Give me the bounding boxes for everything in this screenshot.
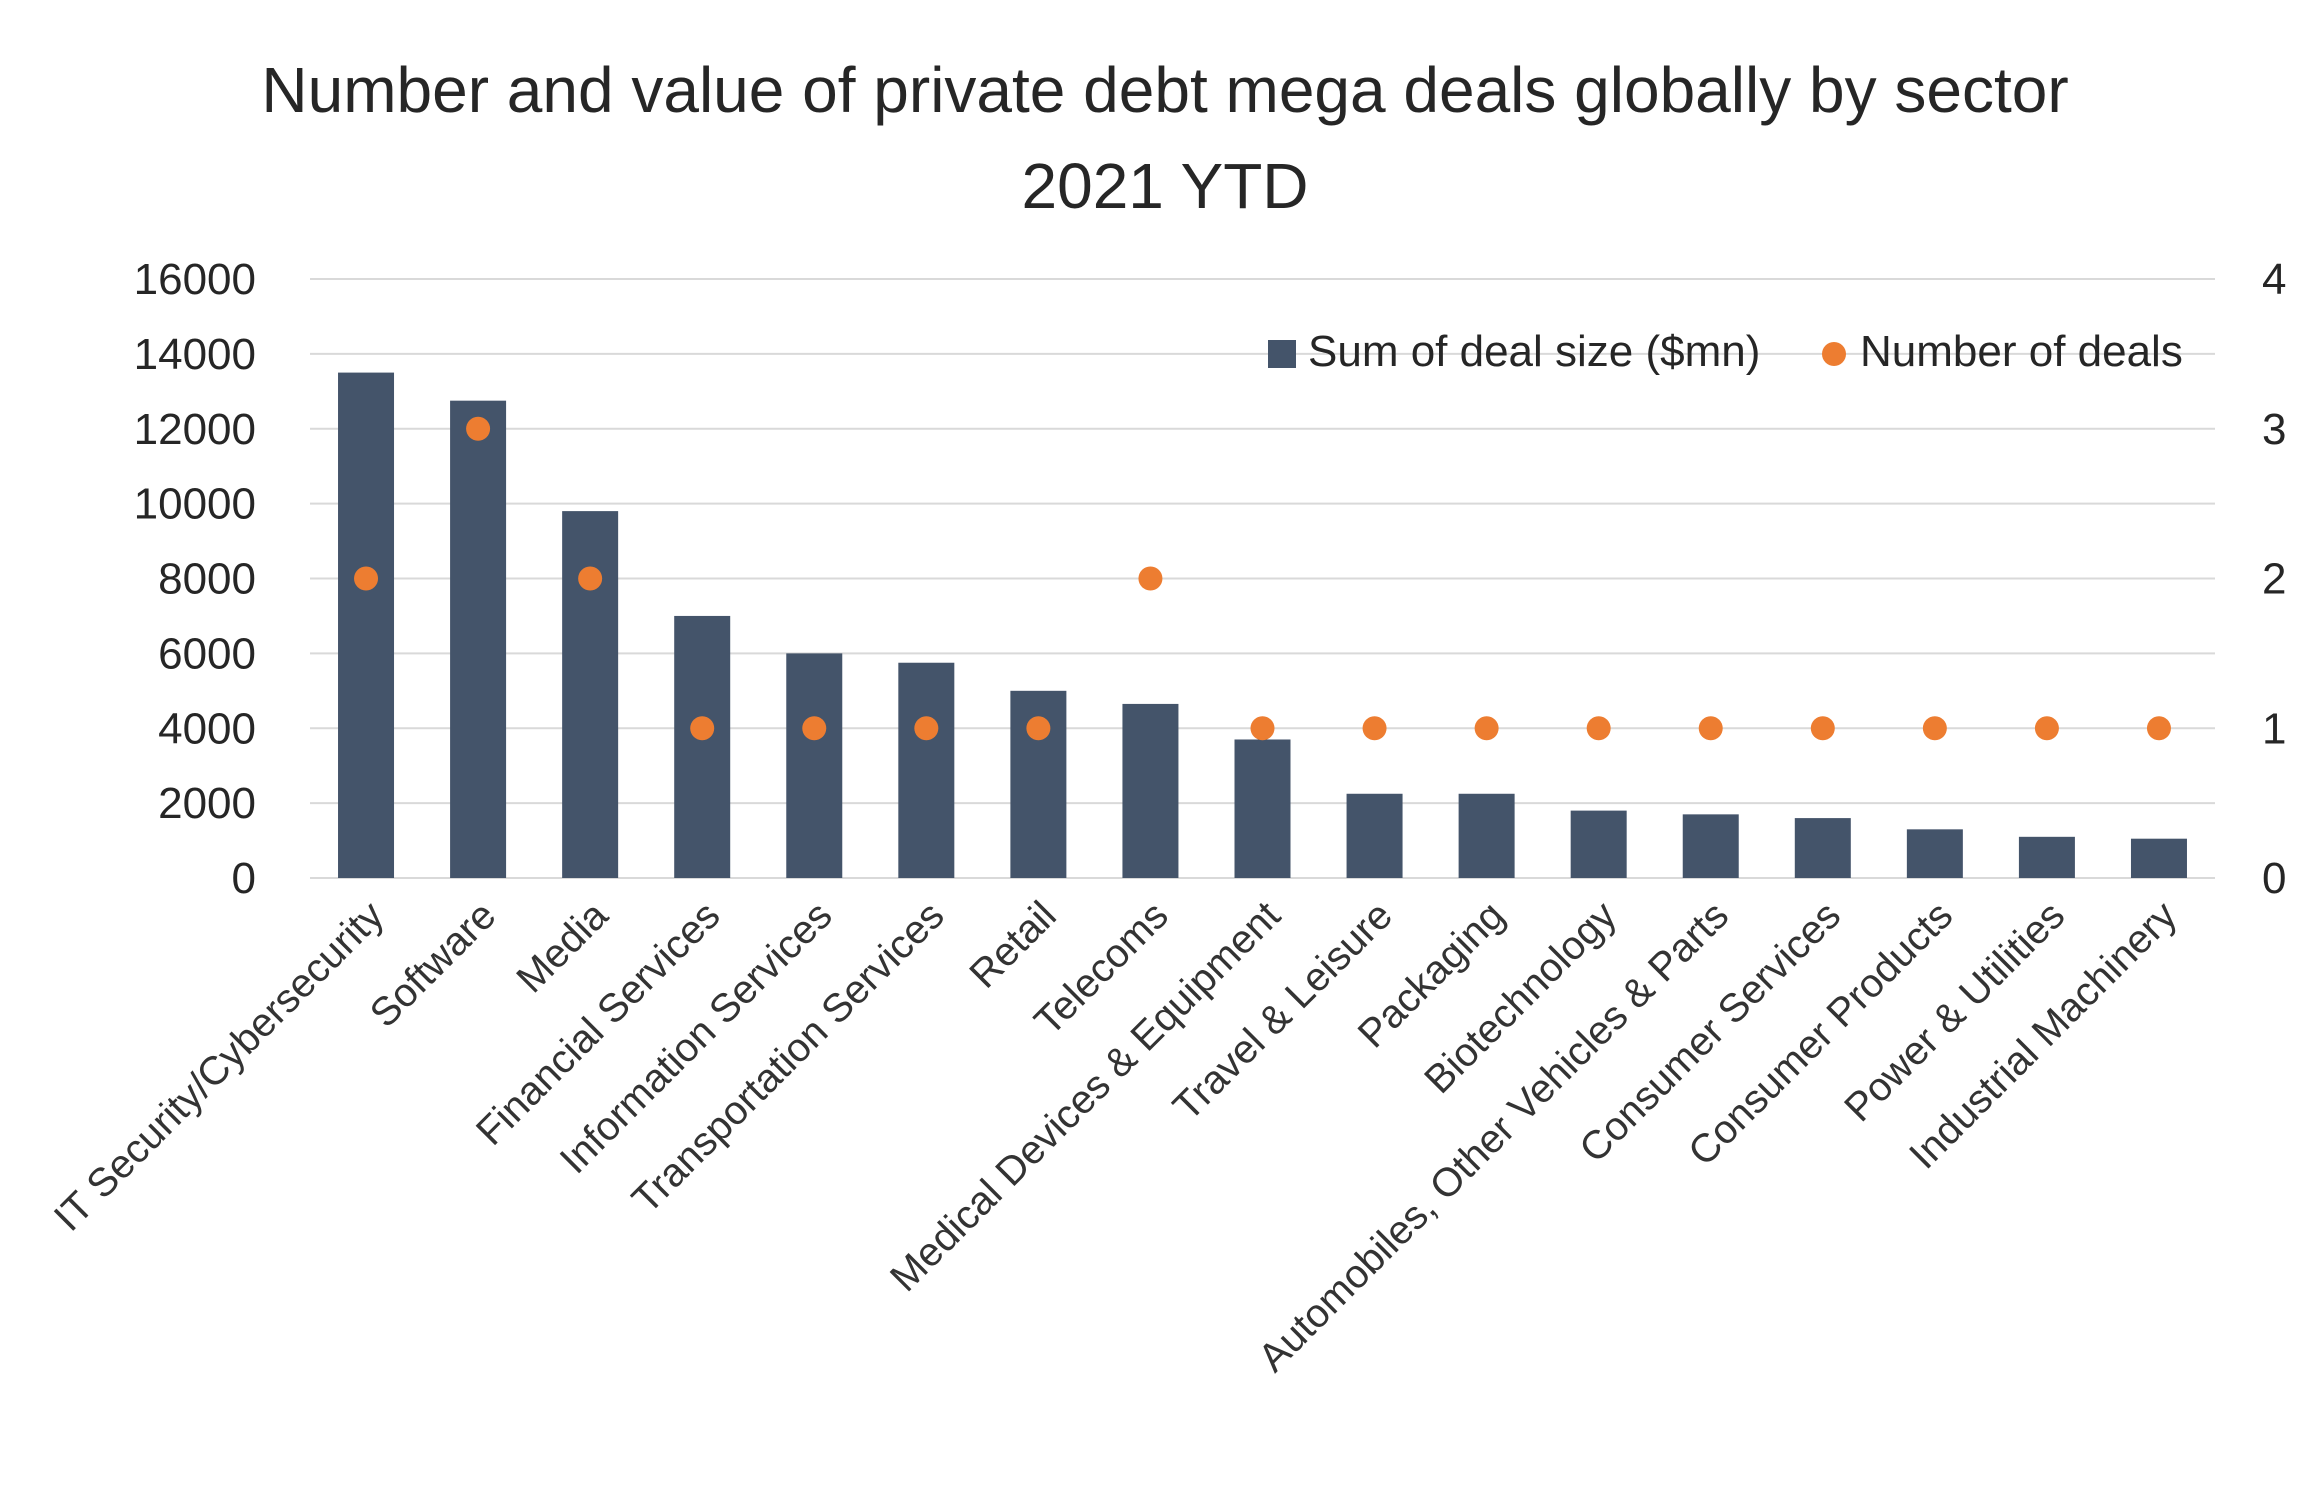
x-tick-label: Retail	[961, 893, 1064, 996]
point-number-of-deals	[690, 716, 715, 741]
point-number-of-deals	[2034, 716, 2059, 741]
legend-swatch-deal-size	[1268, 340, 1296, 368]
y-tick-left: 12000	[134, 405, 256, 454]
y-tick-right: 4	[2262, 255, 2286, 304]
y-tick-left: 6000	[158, 629, 256, 678]
legend: Sum of deal size ($mn) Number of deals	[1268, 327, 2183, 376]
y-tick-right: 2	[2262, 555, 2286, 604]
y-tick-left: 16000	[134, 255, 256, 304]
y-axis-right: 0 1 2 3 4	[2262, 255, 2286, 903]
bar-deal-size	[1458, 793, 1515, 878]
bar-series	[338, 372, 2187, 878]
bar-deal-size	[562, 511, 619, 878]
chart-subtitle: 2021 YTD	[1022, 150, 1309, 222]
bar-deal-size	[1906, 829, 1963, 878]
y-tick-left: 8000	[158, 555, 256, 604]
y-tick-left: 2000	[158, 779, 256, 828]
gridlines	[310, 278, 2215, 879]
point-number-of-deals	[1810, 716, 1835, 741]
y-tick-left: 4000	[158, 704, 256, 753]
y-tick-left: 14000	[134, 330, 256, 379]
point-number-of-deals	[2146, 716, 2171, 741]
y-tick-left: 0	[232, 854, 256, 903]
point-number-of-deals	[1138, 566, 1163, 591]
bar-deal-size	[1122, 703, 1179, 878]
x-tick-label: Software	[362, 893, 505, 1036]
point-number-of-deals	[1698, 716, 1723, 741]
x-tick-label: Media	[508, 893, 617, 1002]
bar-deal-size	[674, 615, 731, 878]
legend-label-number-of-deals: Number of deals	[1860, 327, 2183, 376]
y-axis-left: 0 2000 4000 6000 8000 10000 12000 14000 16000	[134, 255, 256, 903]
bar-deal-size	[338, 372, 395, 878]
legend-swatch-number-of-deals	[1822, 342, 1846, 366]
x-tick-label: Biotechnology	[1416, 893, 1625, 1102]
point-number-of-deals	[578, 566, 603, 591]
x-tick-label: IT Security/Cybersecurity	[46, 893, 393, 1240]
point-number-of-deals	[466, 416, 491, 441]
bar-deal-size	[1682, 814, 1739, 878]
chart-title: Number and value of private debt mega de…	[261, 54, 2068, 126]
bar-deal-size	[450, 400, 507, 878]
y-tick-right: 3	[2262, 405, 2286, 454]
y-tick-right: 1	[2262, 704, 2286, 753]
point-number-of-deals	[1026, 716, 1051, 741]
bar-deal-size	[898, 662, 955, 878]
y-tick-left: 10000	[134, 480, 256, 529]
point-number-of-deals	[1474, 716, 1499, 741]
bar-deal-size	[2130, 838, 2187, 878]
point-number-of-deals	[1250, 716, 1275, 741]
bar-deal-size	[2018, 836, 2075, 878]
point-series	[354, 416, 2171, 741]
point-number-of-deals	[914, 716, 939, 741]
point-number-of-deals	[354, 566, 379, 591]
point-number-of-deals	[1362, 716, 1387, 741]
point-number-of-deals	[802, 716, 827, 741]
y-tick-right: 0	[2262, 854, 2286, 903]
legend-label-deal-size: Sum of deal size ($mn)	[1308, 327, 1760, 376]
bar-deal-size	[786, 653, 843, 878]
point-number-of-deals	[1586, 716, 1611, 741]
bar-deal-size	[1570, 810, 1627, 878]
bar-deal-size	[1346, 793, 1403, 878]
bar-deal-size	[1234, 739, 1291, 878]
bar-deal-size	[1794, 818, 1851, 878]
point-number-of-deals	[1922, 716, 1947, 741]
